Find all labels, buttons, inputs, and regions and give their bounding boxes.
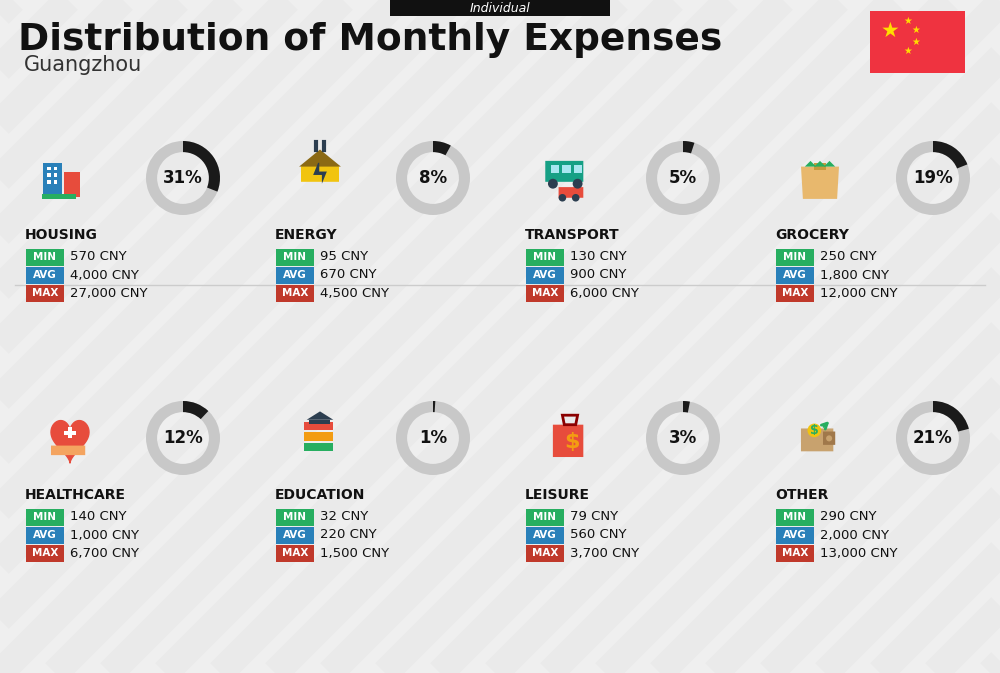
Wedge shape xyxy=(896,141,970,215)
FancyBboxPatch shape xyxy=(559,187,583,198)
Text: 4,000 CNY: 4,000 CNY xyxy=(70,269,139,281)
Text: 5%: 5% xyxy=(669,169,697,187)
Polygon shape xyxy=(299,149,341,167)
FancyBboxPatch shape xyxy=(776,509,814,526)
Text: 1,500 CNY: 1,500 CNY xyxy=(320,546,389,559)
Circle shape xyxy=(548,179,558,188)
Wedge shape xyxy=(646,401,720,475)
Text: MIN: MIN xyxy=(784,252,806,262)
Text: ENERGY: ENERGY xyxy=(275,228,338,242)
Text: EDUCATION: EDUCATION xyxy=(275,488,365,502)
Text: MIN: MIN xyxy=(784,512,806,522)
Text: 6,700 CNY: 6,700 CNY xyxy=(70,546,139,559)
Circle shape xyxy=(826,435,832,441)
Text: 12%: 12% xyxy=(163,429,203,447)
Text: AVG: AVG xyxy=(283,530,307,540)
Polygon shape xyxy=(307,411,333,420)
Text: LEISURE: LEISURE xyxy=(525,488,590,502)
FancyBboxPatch shape xyxy=(776,267,814,283)
FancyBboxPatch shape xyxy=(276,509,314,526)
Wedge shape xyxy=(146,141,220,215)
Text: 19%: 19% xyxy=(913,169,953,187)
FancyBboxPatch shape xyxy=(47,167,51,170)
FancyBboxPatch shape xyxy=(43,163,62,197)
Text: MAX: MAX xyxy=(32,548,58,558)
Text: ★: ★ xyxy=(904,46,912,56)
Text: MIN: MIN xyxy=(34,252,56,262)
FancyBboxPatch shape xyxy=(801,429,833,452)
Text: Distribution of Monthly Expenses: Distribution of Monthly Expenses xyxy=(18,22,722,58)
Polygon shape xyxy=(51,421,89,463)
FancyBboxPatch shape xyxy=(776,248,814,266)
Text: 4,500 CNY: 4,500 CNY xyxy=(320,287,389,299)
Text: 1%: 1% xyxy=(419,429,447,447)
FancyBboxPatch shape xyxy=(51,446,85,455)
Text: AVG: AVG xyxy=(783,270,807,280)
Text: 1,800 CNY: 1,800 CNY xyxy=(820,269,889,281)
Text: 220 CNY: 220 CNY xyxy=(320,528,377,542)
Text: MIN: MIN xyxy=(284,252,306,262)
FancyBboxPatch shape xyxy=(276,285,314,302)
Text: 250 CNY: 250 CNY xyxy=(820,250,877,264)
FancyBboxPatch shape xyxy=(54,174,57,177)
Text: Individual: Individual xyxy=(470,1,530,15)
Text: ★: ★ xyxy=(881,21,899,41)
Text: 3,700 CNY: 3,700 CNY xyxy=(570,546,639,559)
FancyBboxPatch shape xyxy=(54,167,57,170)
Wedge shape xyxy=(433,401,435,412)
Text: OTHER: OTHER xyxy=(775,488,828,502)
FancyBboxPatch shape xyxy=(64,172,80,197)
FancyBboxPatch shape xyxy=(68,427,72,438)
Wedge shape xyxy=(933,141,967,168)
FancyBboxPatch shape xyxy=(26,267,64,283)
FancyBboxPatch shape xyxy=(26,509,64,526)
Text: AVG: AVG xyxy=(283,270,307,280)
Polygon shape xyxy=(824,161,835,167)
Text: 1,000 CNY: 1,000 CNY xyxy=(70,528,139,542)
Text: MAX: MAX xyxy=(782,288,808,298)
FancyBboxPatch shape xyxy=(526,248,564,266)
Text: 560 CNY: 560 CNY xyxy=(570,528,626,542)
Polygon shape xyxy=(805,161,816,167)
FancyBboxPatch shape xyxy=(870,11,965,73)
Text: $: $ xyxy=(564,432,580,452)
Polygon shape xyxy=(814,161,826,167)
FancyBboxPatch shape xyxy=(309,420,330,423)
Text: 95 CNY: 95 CNY xyxy=(320,250,368,264)
Wedge shape xyxy=(896,401,970,475)
Text: AVG: AVG xyxy=(533,270,557,280)
Text: 27,000 CNY: 27,000 CNY xyxy=(70,287,148,299)
Text: MAX: MAX xyxy=(32,288,58,298)
Text: 670 CNY: 670 CNY xyxy=(320,269,376,281)
Text: 8%: 8% xyxy=(419,169,447,187)
Wedge shape xyxy=(396,141,470,215)
Text: 140 CNY: 140 CNY xyxy=(70,511,126,524)
Text: 32 CNY: 32 CNY xyxy=(320,511,368,524)
Text: HOUSING: HOUSING xyxy=(25,228,98,242)
Text: AVG: AVG xyxy=(783,530,807,540)
Text: 900 CNY: 900 CNY xyxy=(570,269,626,281)
Wedge shape xyxy=(183,141,220,192)
Text: 3%: 3% xyxy=(669,429,697,447)
FancyBboxPatch shape xyxy=(390,0,610,16)
Text: 31%: 31% xyxy=(163,169,203,187)
FancyBboxPatch shape xyxy=(47,174,51,177)
Wedge shape xyxy=(683,141,694,153)
FancyBboxPatch shape xyxy=(42,194,76,199)
FancyBboxPatch shape xyxy=(54,180,57,184)
Wedge shape xyxy=(433,141,451,155)
FancyBboxPatch shape xyxy=(47,180,51,184)
Wedge shape xyxy=(933,401,969,431)
FancyBboxPatch shape xyxy=(776,544,814,561)
FancyBboxPatch shape xyxy=(26,248,64,266)
Text: 290 CNY: 290 CNY xyxy=(820,511,876,524)
FancyBboxPatch shape xyxy=(526,267,564,283)
FancyBboxPatch shape xyxy=(26,285,64,302)
Text: ★: ★ xyxy=(904,16,912,26)
FancyBboxPatch shape xyxy=(64,431,76,435)
Polygon shape xyxy=(301,153,339,182)
Polygon shape xyxy=(313,163,327,184)
Text: AVG: AVG xyxy=(33,530,57,540)
Text: MAX: MAX xyxy=(532,548,558,558)
